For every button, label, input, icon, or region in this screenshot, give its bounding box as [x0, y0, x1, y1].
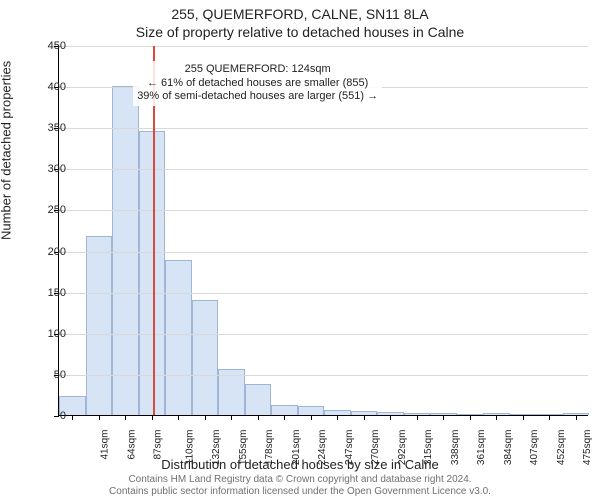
histogram-bar: [245, 384, 272, 415]
grid-line: [59, 252, 588, 253]
annotation-line-3: 39% of semi-detached houses are larger (…: [137, 90, 378, 104]
grid-line: [59, 46, 588, 47]
xtick-mark: [99, 415, 100, 420]
ytick-label: 450: [36, 40, 66, 52]
x-axis-label: Distribution of detached houses by size …: [0, 457, 600, 472]
xtick-mark: [152, 415, 153, 420]
xtick-mark: [523, 415, 524, 420]
grid-line: [59, 210, 588, 211]
ytick-label: 400: [36, 81, 66, 93]
grid-line: [59, 293, 588, 294]
ytick-label: 350: [36, 122, 66, 134]
page-title-2: Size of property relative to detached ho…: [0, 24, 600, 40]
histogram-bar: [271, 405, 298, 415]
xtick-mark: [205, 415, 206, 420]
footer-line-2: Contains public sector information licen…: [0, 486, 600, 498]
xtick-label: 87sqm: [153, 430, 164, 460]
xtick-mark: [284, 415, 285, 420]
grid-line: [59, 334, 588, 335]
xtick-mark: [417, 415, 418, 420]
xtick-mark: [337, 415, 338, 420]
ytick-label: 300: [36, 163, 66, 175]
y-axis-label: Number of detached properties: [0, 61, 14, 240]
xtick-mark: [496, 415, 497, 420]
ytick-label: 250: [36, 204, 66, 216]
xtick-mark: [443, 415, 444, 420]
xtick-mark: [231, 415, 232, 420]
ytick-label: 150: [36, 287, 66, 299]
xtick-mark: [125, 415, 126, 420]
ytick-label: 100: [36, 328, 66, 340]
xtick-label: 64sqm: [126, 430, 137, 460]
xtick-mark: [72, 415, 73, 420]
ytick-label: 0: [36, 410, 66, 422]
annotation-box: 255 QUEMERFORD: 124sqm ← 61% of detached…: [133, 61, 382, 106]
histogram-bar: [86, 236, 113, 415]
annotation-line-2: ← 61% of detached houses are smaller (85…: [137, 77, 378, 91]
xtick-mark: [390, 415, 391, 420]
xtick-mark: [364, 415, 365, 420]
xtick-mark: [178, 415, 179, 420]
grid-line: [59, 169, 588, 170]
xtick-label: 41sqm: [100, 430, 111, 460]
xtick-mark: [470, 415, 471, 420]
xtick-mark: [311, 415, 312, 420]
histogram-bar: [165, 260, 192, 415]
annotation-line-1: 255 QUEMERFORD: 124sqm: [137, 63, 378, 77]
page-title-1: 255, QUEMERFORD, CALNE, SN11 8LA: [0, 6, 600, 22]
xtick-mark: [549, 415, 550, 420]
histogram-bar: [139, 131, 166, 415]
ytick-label: 50: [36, 369, 66, 381]
footer-attribution: Contains HM Land Registry data © Crown c…: [0, 474, 600, 498]
chart-area: 255 QUEMERFORD: 124sqm ← 61% of detached…: [58, 46, 588, 416]
ytick-label: 200: [36, 246, 66, 258]
footer-line-1: Contains HM Land Registry data © Crown c…: [0, 474, 600, 486]
grid-line: [59, 375, 588, 376]
xtick-mark: [576, 415, 577, 420]
xtick-mark: [258, 415, 259, 420]
histogram-bar: [192, 300, 219, 415]
grid-line: [59, 128, 588, 129]
histogram-bar: [298, 406, 325, 415]
